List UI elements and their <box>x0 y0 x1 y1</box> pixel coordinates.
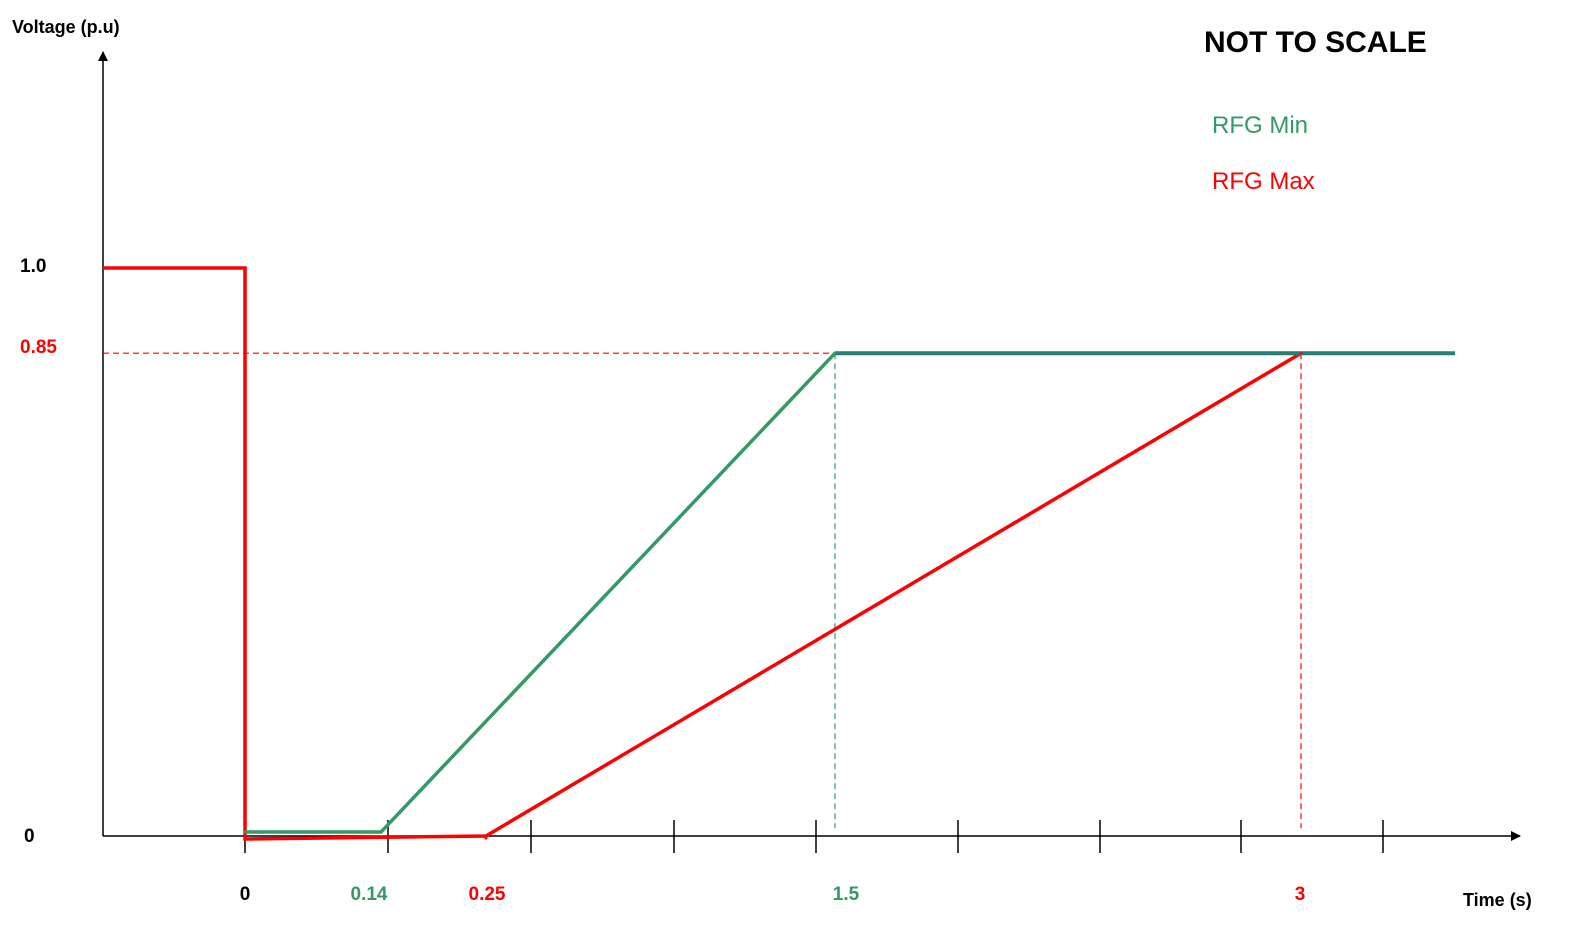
legend-rfg-min: RFG Min <box>1212 112 1308 139</box>
rfg-max-point <box>1299 351 1303 355</box>
rfg-min-point <box>379 830 383 834</box>
series-lines <box>103 266 1455 841</box>
not-to-scale-note: NOT TO SCALE <box>1204 26 1427 59</box>
x-tick-label: 1.5 <box>833 884 860 905</box>
x-axis-label: Time (s) <box>1463 890 1532 910</box>
legend-rfg-max: RFG Max <box>1212 168 1315 195</box>
x-tick-label: 3 <box>1295 884 1306 905</box>
rfg-min-point <box>243 830 247 834</box>
rfg-max-point <box>484 836 488 840</box>
tick-labels: 0 0.14 0.25 1.5 3 0 0.85 1.0 <box>20 256 1305 905</box>
y-tick-label: 0 <box>24 826 35 847</box>
series-rfg-min-line <box>245 351 1455 834</box>
x-tick-label: 0.25 <box>469 884 506 905</box>
y-axis-label: Voltage (p.u) <box>12 17 120 37</box>
y-tick-label: 1.0 <box>20 256 46 277</box>
rfg-max-point <box>243 836 247 840</box>
x-tick-label: 0.14 <box>351 884 388 905</box>
rfg-max-point <box>243 266 247 270</box>
rfg-min-point <box>833 351 837 355</box>
x-tick-label: 0 <box>240 884 251 905</box>
y-tick-label: 0.85 <box>20 337 57 358</box>
reference-lines <box>103 352 1302 828</box>
